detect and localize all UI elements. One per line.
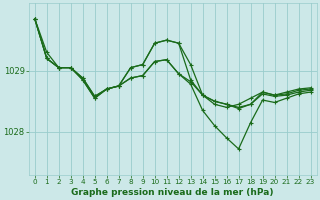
X-axis label: Graphe pression niveau de la mer (hPa): Graphe pression niveau de la mer (hPa): [71, 188, 274, 197]
